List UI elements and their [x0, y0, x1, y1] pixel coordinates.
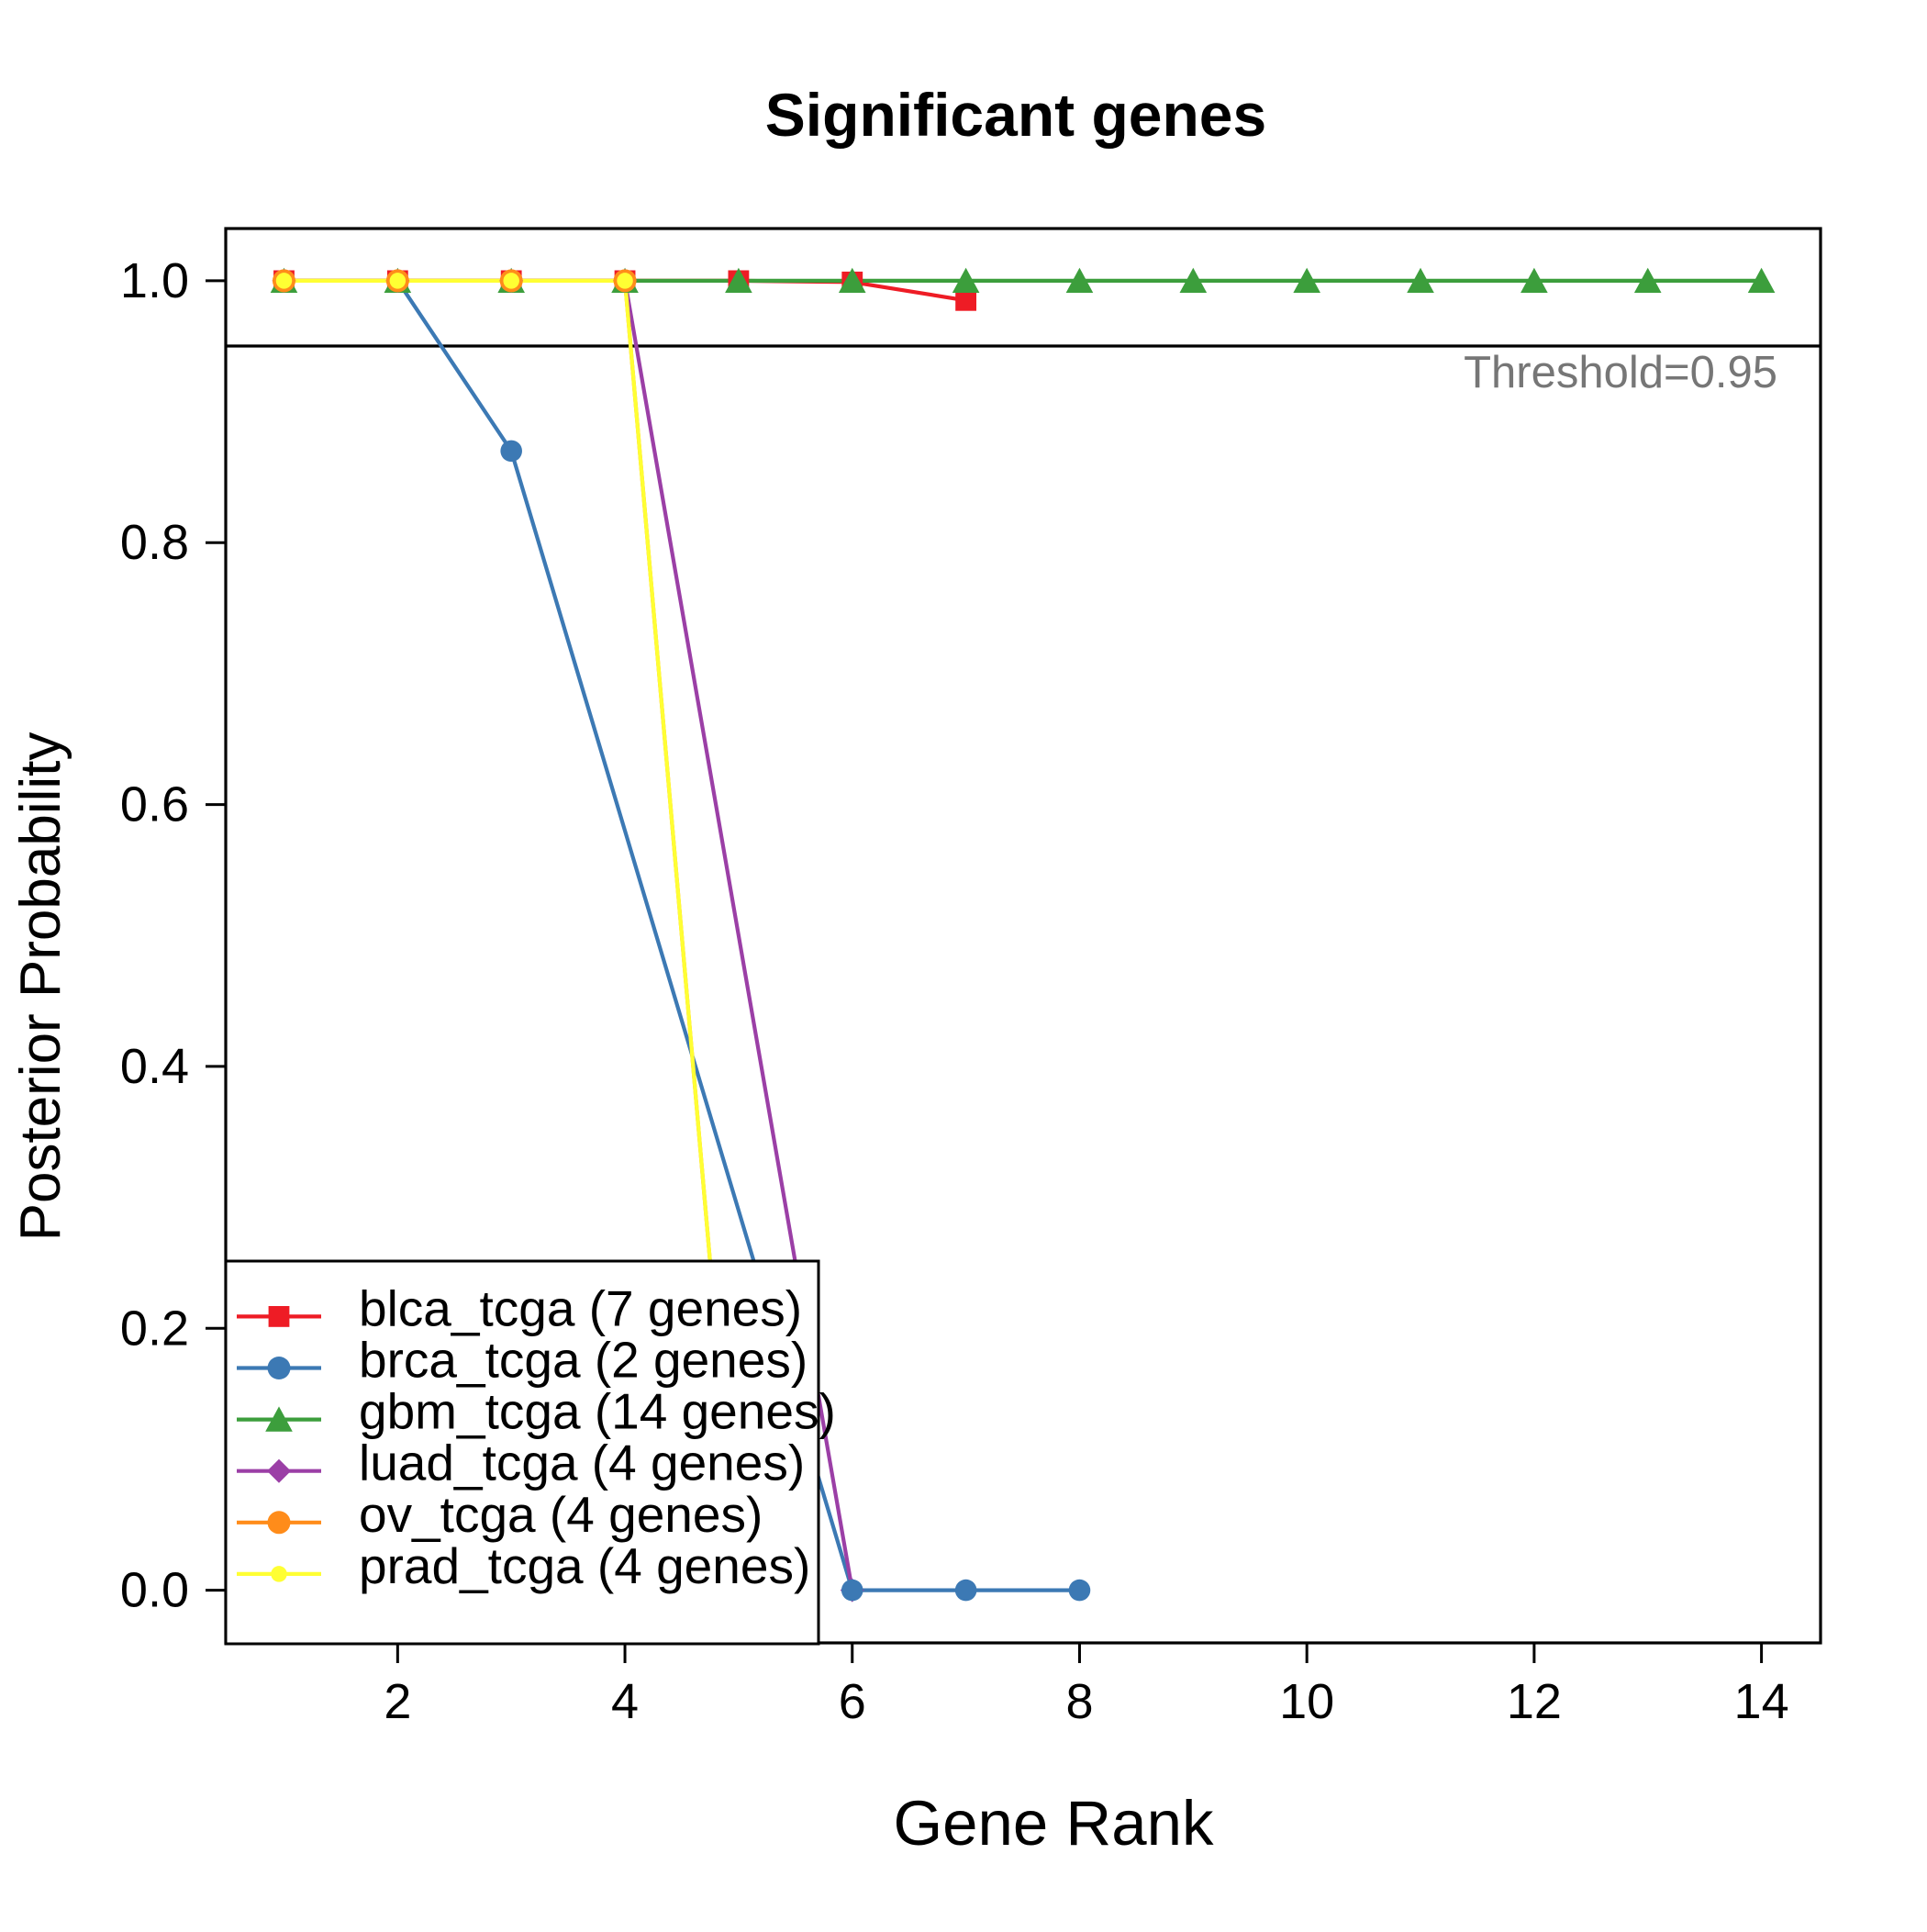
svg-text:8: 8	[1065, 1674, 1093, 1729]
svg-text:Threshold=0.95: Threshold=0.95	[1464, 348, 1777, 397]
svg-text:luad_tcga (4 genes): luad_tcga (4 genes)	[359, 1435, 805, 1491]
svg-text:14: 14	[1734, 1674, 1789, 1729]
svg-text:4: 4	[611, 1674, 639, 1729]
svg-text:10: 10	[1279, 1674, 1334, 1729]
svg-text:0.0: 0.0	[120, 1563, 189, 1618]
svg-text:0.2: 0.2	[120, 1301, 189, 1356]
svg-text:0.6: 0.6	[120, 777, 189, 832]
svg-text:6: 6	[839, 1674, 866, 1729]
svg-text:0.4: 0.4	[120, 1039, 189, 1094]
svg-text:2: 2	[384, 1674, 411, 1729]
svg-text:1.0: 1.0	[120, 253, 189, 308]
svg-text:gbm_tcga (14 genes): gbm_tcga (14 genes)	[359, 1383, 836, 1440]
svg-text:prad_tcga (4 genes): prad_tcga (4 genes)	[359, 1537, 810, 1594]
svg-text:brca_tcga (2 genes): brca_tcga (2 genes)	[359, 1332, 808, 1389]
svg-text:ov_tcga (4 genes): ov_tcga (4 genes)	[359, 1486, 763, 1543]
svg-text:blca_tcga (7 genes): blca_tcga (7 genes)	[359, 1279, 802, 1336]
svg-text:Posterior Probability: Posterior Probability	[9, 732, 72, 1242]
svg-text:0.8: 0.8	[120, 515, 189, 570]
svg-text:Gene Rank: Gene Rank	[893, 1788, 1214, 1859]
svg-text:Significant genes: Significant genes	[765, 81, 1266, 149]
svg-text:12: 12	[1507, 1674, 1562, 1729]
